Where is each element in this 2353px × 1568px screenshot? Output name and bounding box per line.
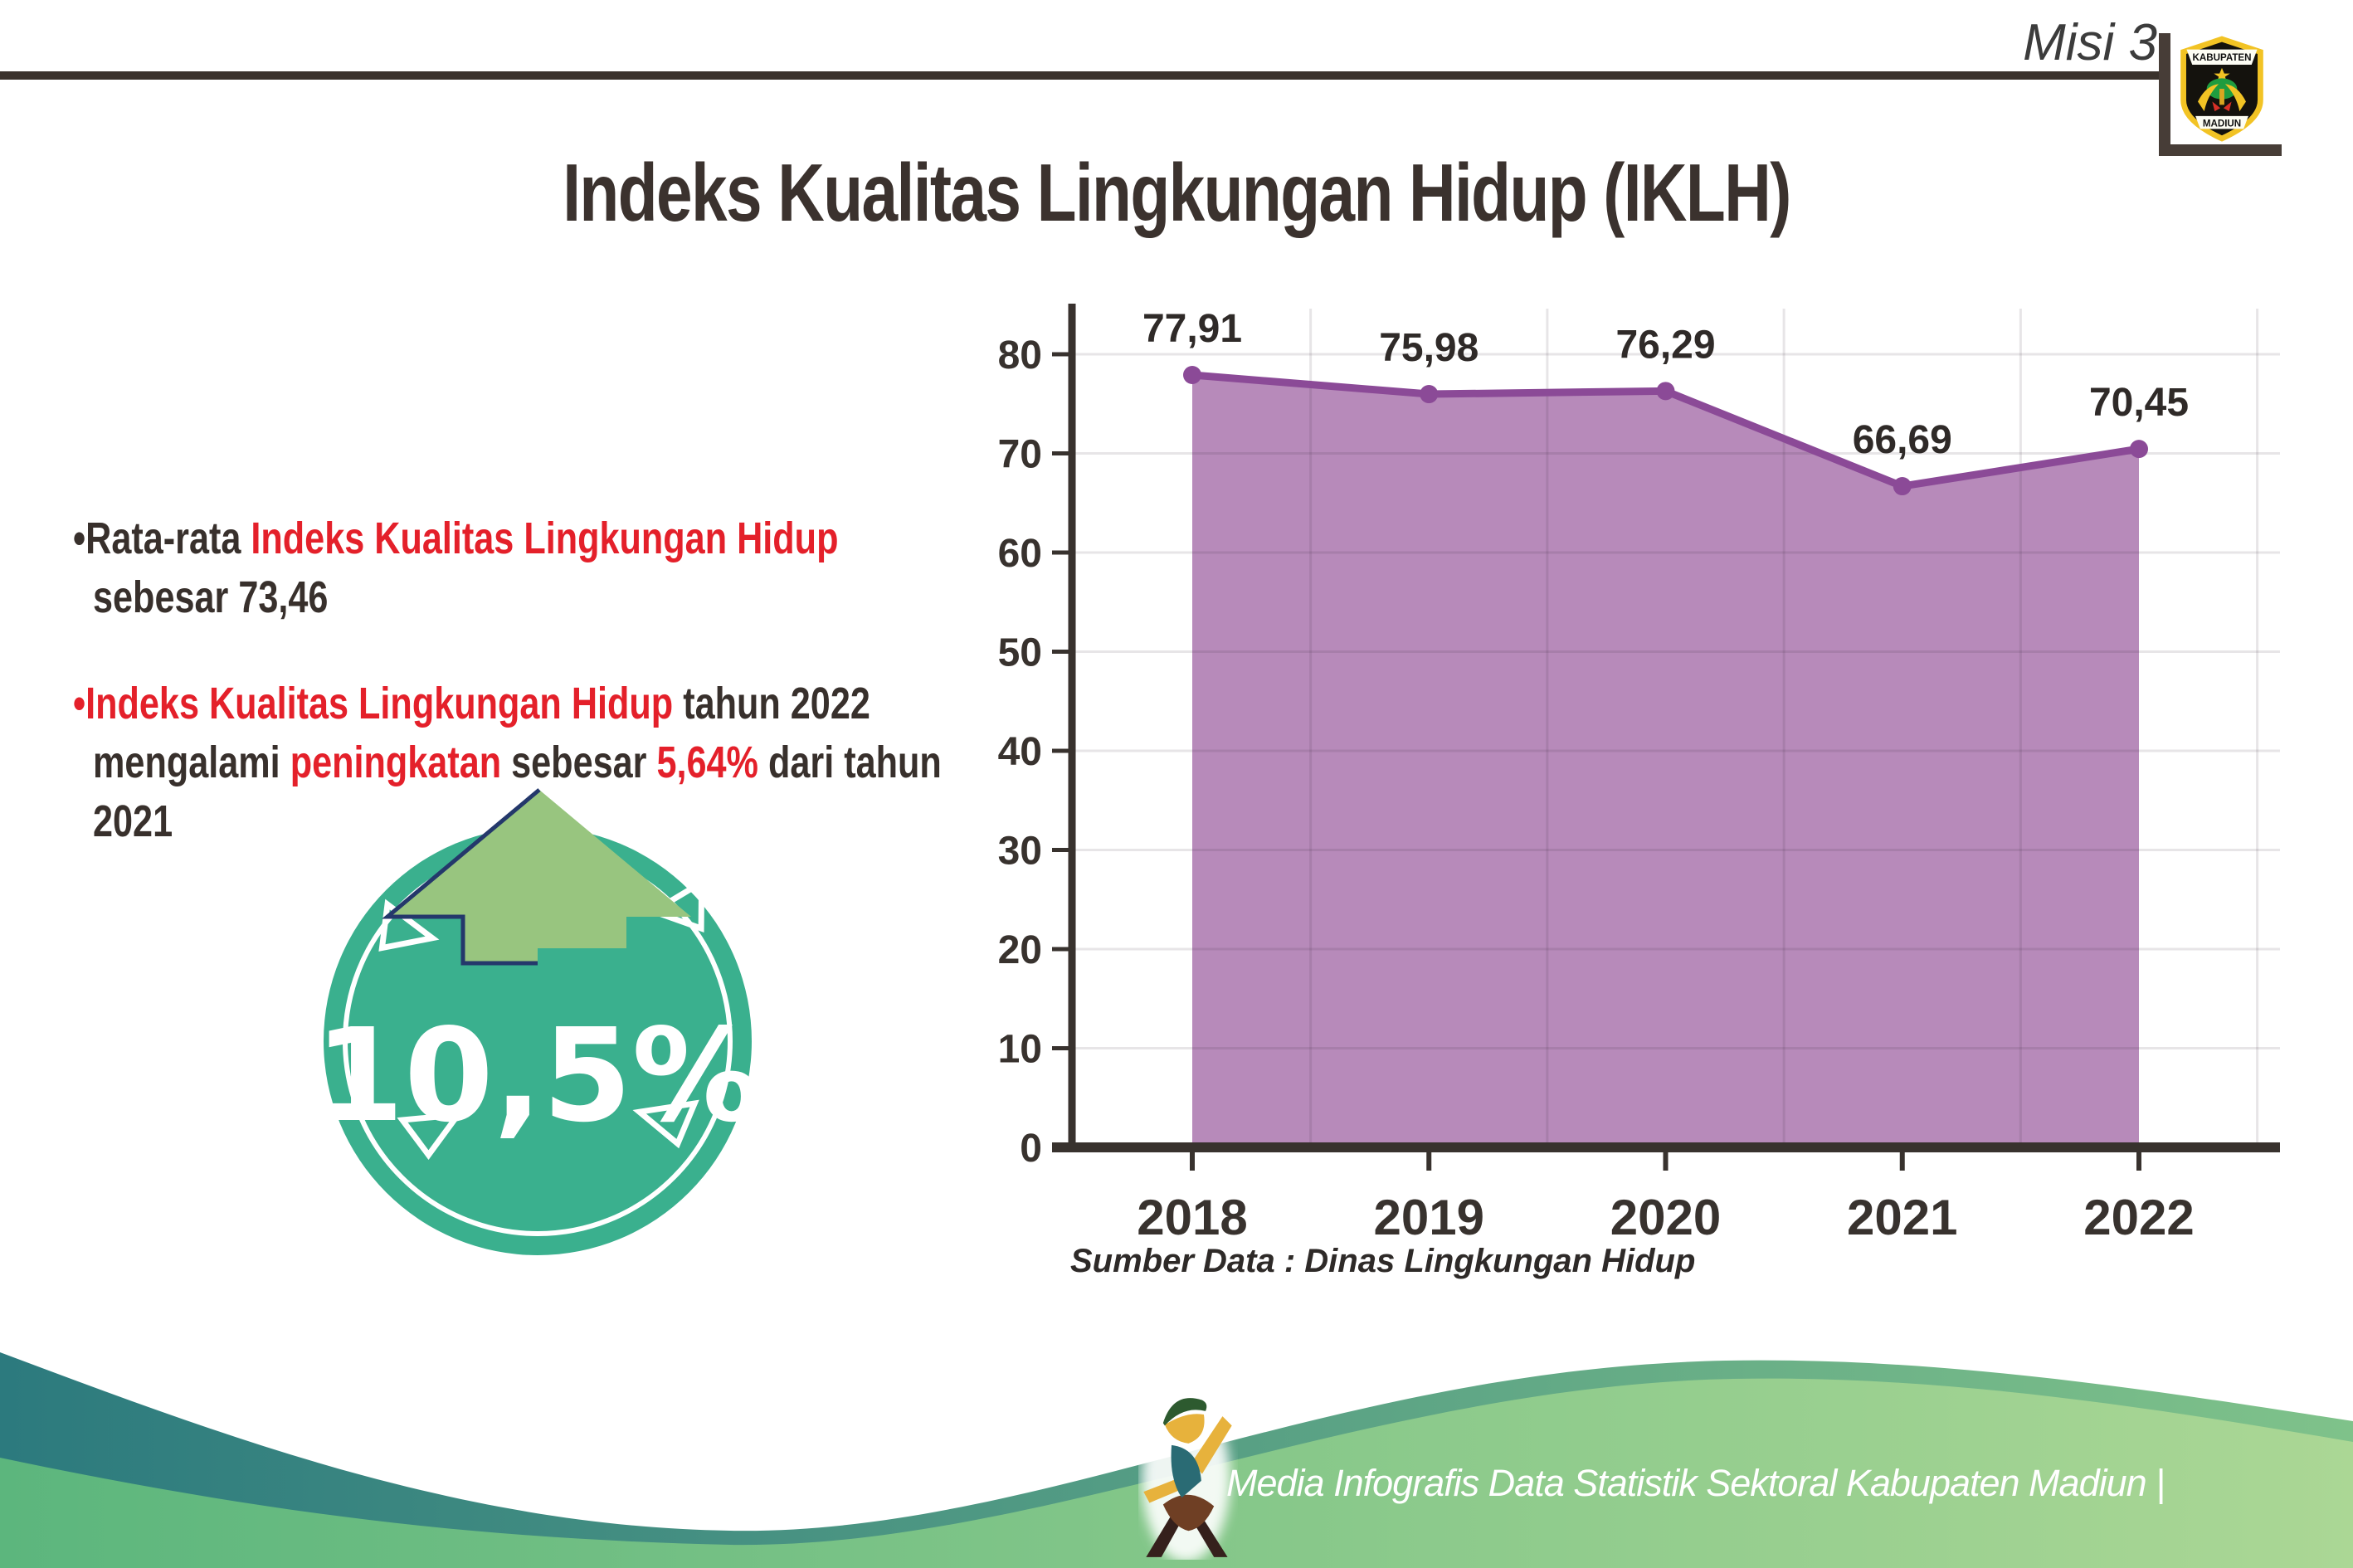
shield-logo-icon: KABUPATEN MADIUN — [2180, 36, 2263, 142]
data-point-2021 — [1893, 477, 1912, 496]
triangle-nw-icon — [378, 898, 440, 952]
star-icon — [2214, 67, 2230, 83]
triangle-sw-icon — [397, 1111, 465, 1161]
x-tick-label-2021: 2021 — [1847, 1190, 1957, 1245]
header-rule — [0, 71, 2161, 80]
mascot-cap — [1162, 1398, 1207, 1426]
y-axis-ticks: 0 10 20 30 40 50 60 70 80 — [998, 334, 1072, 1171]
bullet2-seg6: dari tahun 2021 — [93, 737, 942, 847]
iklh-area-chart: 77,91 75,98 76,29 66,69 70,45 0 10 20 30 40 50 60 70… — [998, 304, 2280, 1245]
tree-trunk — [2219, 89, 2224, 105]
logo-bracket-vertical — [2159, 33, 2170, 156]
badge-value: 10,5% — [319, 1001, 761, 1151]
banner-bottom — [2195, 115, 2248, 129]
logo-bracket-horizontal — [2159, 144, 2282, 156]
bullet2-seg3: peningkatan — [290, 737, 502, 787]
bullet-increase-2022: •Indeks Kualitas Lingkungan Hidup tahun … — [73, 674, 976, 852]
footer-wave-front — [0, 1378, 2353, 1568]
badge-accent-triangles — [378, 877, 705, 1161]
source-note: Sumber Data : Dinas Lingkungan Hidup — [1070, 1243, 1696, 1279]
data-label-2019: 75,98 — [1379, 326, 1479, 370]
data-labels: 77,91 75,98 76,29 66,69 70,45 — [1142, 307, 2189, 462]
bullet1-seg1: •Rata-rata — [73, 514, 251, 563]
footer-caption: Media Infografis Data Statistik Sektoral… — [1226, 1462, 2165, 1504]
mascot-face — [1164, 1414, 1205, 1444]
dancer-mascot-icon — [1142, 1395, 1232, 1560]
y-tick-label-10: 10 — [998, 1028, 1042, 1072]
ribbon-left — [2212, 101, 2221, 112]
x-axis-ticks: 2018 2019 2020 2021 2022 — [1137, 1147, 2195, 1245]
logo-bottom-text: MADIUN — [2203, 118, 2241, 129]
bullet-average-iklh: •Rata-rata Indeks Kualitas Lingkungan Hi… — [73, 509, 976, 628]
mascot-arm-right — [1191, 1416, 1232, 1474]
misi-label: Misi 3 — [2023, 14, 2157, 71]
y-tick-label-30: 30 — [998, 830, 1042, 874]
increase-badge: 10,5% — [319, 788, 761, 1255]
y-tick-label-20: 20 — [998, 928, 1042, 972]
up-arrow-outline — [382, 788, 541, 966]
data-markers — [1183, 365, 2148, 496]
area-fill — [1192, 374, 2139, 1148]
x-tick-label-2020: 2020 — [1610, 1190, 1721, 1245]
bullet2-seg5: 5,64% — [656, 737, 758, 787]
y-tick-label-60: 60 — [998, 532, 1042, 576]
banner-top — [2186, 49, 2258, 65]
data-point-2019 — [1420, 385, 1439, 404]
page-title: Indeks Kualitas Lingkungan Hidup (IKLH) — [563, 146, 1791, 238]
wing-right-icon — [2224, 84, 2246, 112]
bullet2-seg4: sebesar — [501, 737, 657, 787]
data-label-2021: 66,69 — [1853, 418, 1952, 462]
data-point-2018 — [1183, 365, 1201, 384]
logo-top-text: KABUPATEN — [2192, 52, 2251, 63]
x-tick-label-2018: 2018 — [1137, 1190, 1247, 1245]
data-label-2020: 76,29 — [1615, 323, 1715, 367]
ribbon-right — [2223, 101, 2232, 112]
y-tick-label-70: 70 — [998, 433, 1042, 477]
y-tick-label-40: 40 — [998, 730, 1042, 774]
bullet2-seg2: tahun 2022 mengalami — [93, 678, 870, 787]
x-tick-label-2019: 2019 — [1374, 1190, 1484, 1245]
mascot-torso — [1171, 1444, 1201, 1498]
y-tick-label-50: 50 — [998, 631, 1042, 675]
triangle-se-icon — [632, 1099, 699, 1149]
data-point-2020 — [1656, 382, 1675, 401]
kabupaten-madiun-logo: KABUPATEN MADIUN — [2174, 35, 2270, 143]
data-point-2022 — [2130, 440, 2148, 459]
x-tick-label-2022: 2022 — [2083, 1190, 2194, 1245]
triangle-ne-icon — [646, 877, 705, 933]
bullet2-seg1: •Indeks Kualitas Lingkungan Hidup — [73, 678, 674, 728]
y-tick-label-0: 0 — [1020, 1127, 1042, 1171]
wing-left-icon — [2198, 84, 2219, 112]
data-label-2022: 70,45 — [2089, 381, 2189, 425]
bullet1-seg3: sebesar 73,46 — [93, 572, 329, 623]
bullet1-seg2: Indeks Kualitas Lingkungan Hidup — [251, 514, 839, 563]
mascot-sash-left — [1143, 1478, 1182, 1503]
y-tick-label-80: 80 — [998, 334, 1042, 377]
gridlines — [1072, 309, 2280, 1147]
mascot-skirt — [1162, 1494, 1215, 1531]
key-findings: •Rata-rata Indeks Kualitas Lingkungan Hi… — [73, 465, 976, 896]
data-label-2018: 77,91 — [1142, 307, 1242, 351]
